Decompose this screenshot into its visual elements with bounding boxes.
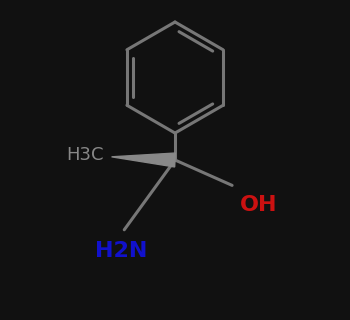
Text: OH: OH: [240, 195, 278, 215]
Text: H2N: H2N: [95, 241, 147, 261]
Text: H3C: H3C: [66, 146, 104, 164]
Polygon shape: [112, 153, 175, 167]
